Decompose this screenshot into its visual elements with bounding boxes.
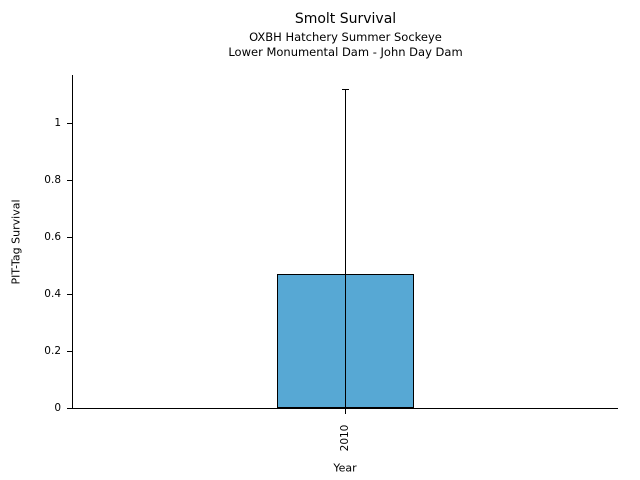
error-bar-cap-top [341,88,349,90]
y-tick-label: 0 [54,402,61,414]
y-tick-mark [67,293,73,295]
y-tick-label: 0.2 [44,345,61,358]
y-tick-label: 0.6 [44,231,61,244]
error-bar-line [344,89,346,408]
x-tick-mark [344,409,346,414]
x-axis-label: Year [333,461,357,475]
x-tick-label: 2010 [339,424,351,452]
y-tick-mark [67,179,73,181]
y-tick-label: 1 [54,117,61,130]
y-tick-mark [67,236,73,238]
x-axis-spine [72,408,618,409]
chart-subtitle-1: OXBH Hatchery Summer Sockeye [249,30,442,44]
y-tick-label: 0.4 [44,288,61,301]
y-tick-mark [67,350,73,352]
y-tick-mark [67,407,73,409]
chart-title: Smolt Survival [294,11,397,27]
y-axis-spine [72,75,73,409]
chart-subtitle-2: Lower Monumental Dam - John Day Dam [228,45,463,59]
y-tick-mark [67,122,73,124]
y-tick-label: 0.8 [44,174,61,187]
